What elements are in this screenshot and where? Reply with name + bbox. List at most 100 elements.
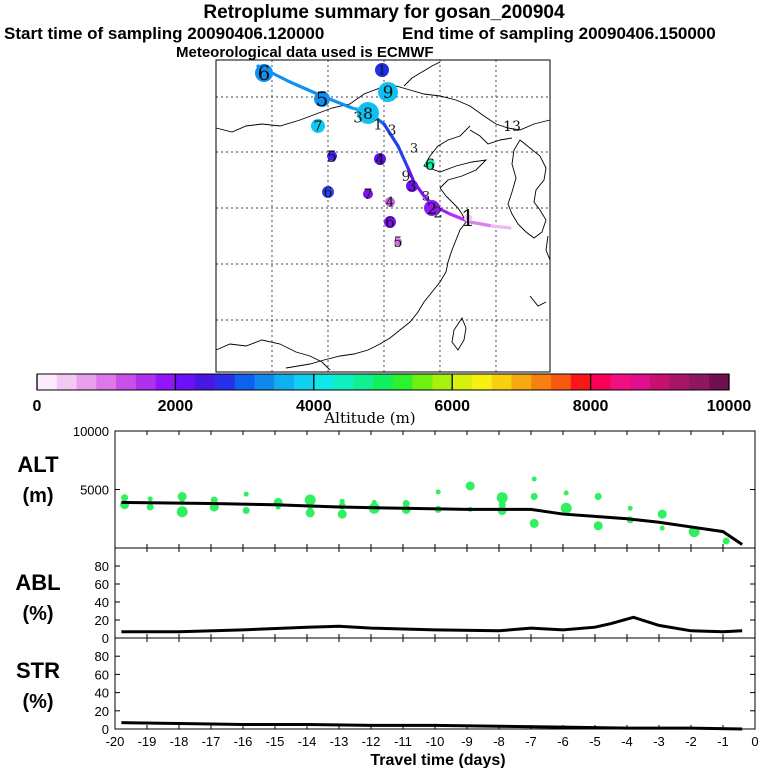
plume-marker-dot: [406, 180, 418, 192]
x-tick-label: 0: [751, 734, 758, 749]
plume-marker-dot: [378, 82, 398, 102]
plume-marker-dot: [384, 216, 396, 228]
x-axis-title: Travel time (days): [370, 752, 505, 768]
panel-alt: 5000 10000 ALT (m): [17, 424, 756, 549]
y-axis-label: STR: [16, 658, 60, 683]
colorbar-swatch: [570, 374, 592, 390]
plume-marker-label: 1: [378, 64, 386, 79]
map-gridlines: [216, 60, 550, 372]
altitude-point: [563, 490, 569, 496]
colorbar-title: Altitude (m): [323, 409, 415, 427]
altitude-colorbar: 0 2000 4000 6000 8000 10000 Altitude (m): [33, 373, 751, 427]
trajectory-segment: [396, 144, 410, 170]
timeseries-panels: 5000 10000 ALT (m) 0 20 40 60 80 ABL (%) 0 20 40 60 80 S…: [15, 424, 758, 768]
colorbar-swatch: [195, 374, 216, 390]
x-tick-label: -20: [106, 734, 125, 749]
altitude-point: [594, 493, 602, 501]
y-axis-label: ALT: [17, 452, 59, 477]
colorbar-tick-label: 0: [33, 398, 42, 415]
colorbar-swatch: [669, 374, 690, 390]
colorbar-swatch: [294, 374, 315, 390]
x-tick-label: -15: [266, 734, 285, 749]
x-tick-label: -5: [589, 734, 601, 749]
colorbar-swatch: [709, 374, 730, 390]
plume-marker-dot: [464, 214, 472, 222]
colorbar-swatch: [610, 374, 631, 390]
colorbar-swatch: [214, 374, 236, 390]
y-tick-label: 80: [95, 559, 109, 574]
altitude-point: [627, 505, 633, 511]
colorbar-swatch: [452, 374, 473, 390]
y-tick-label: 60: [95, 577, 109, 592]
altitude-point: [121, 494, 129, 502]
plume-marker-label: 5: [327, 147, 337, 166]
plume-marker-label: 3: [388, 123, 397, 139]
panel-str: 0 20 40 60 80 STR (%): [16, 637, 756, 737]
x-tick-label: -7: [525, 734, 537, 749]
y-axis-unit: (%): [22, 603, 53, 625]
y-tick-label: 5000: [80, 483, 109, 498]
x-tick-label: -2: [685, 734, 697, 749]
plume-marker-label: 1: [373, 115, 383, 133]
plume-marker-label: 4: [386, 196, 394, 211]
y-tick-label: 60: [95, 667, 109, 682]
altitude-point: [657, 509, 667, 519]
y-tick-label: 20: [95, 704, 109, 719]
colorbar-swatch: [412, 374, 433, 390]
trajectory-segment: [406, 166, 416, 184]
altitude-point: [531, 476, 537, 482]
x-tick-label: -18: [170, 734, 189, 749]
plume-marker-label: 7: [314, 119, 323, 135]
altitude-point: [659, 525, 665, 531]
altitude-point: [529, 518, 539, 528]
trajectory-segment: [382, 122, 400, 148]
plume-marker-label: 8: [363, 104, 373, 123]
colorbar-swatch: [649, 374, 671, 390]
y-tick-label: 10000: [73, 424, 109, 439]
plume-marker-dot: [385, 197, 395, 207]
colorbar-swatch: [96, 374, 117, 390]
x-tick-label: -11: [394, 734, 412, 749]
x-tick-label: -16: [234, 734, 253, 749]
plume-marker-label: 3: [410, 142, 418, 157]
plume-marker-label: 2: [427, 199, 437, 218]
altitude-point: [243, 491, 249, 497]
plume-marker-dot: [394, 238, 402, 246]
colorbar-swatch: [590, 374, 611, 390]
altitude-point: [146, 503, 154, 511]
x-tick-label: -19: [138, 734, 157, 749]
plume-marker-label: 3: [422, 190, 430, 205]
y-tick-label: 40: [95, 686, 109, 701]
x-tick-label: -10: [426, 734, 445, 749]
altitude-point: [560, 502, 572, 514]
x-tick-label: -6: [557, 734, 569, 749]
plume-marker-dot: [255, 64, 273, 82]
altitude-point: [147, 496, 153, 502]
plume-marker-dot: [357, 102, 379, 124]
altitude-point: [435, 489, 441, 495]
plume-marker-label: 6: [425, 155, 435, 174]
colorbar-tick-label: 2000: [158, 398, 194, 415]
map-frame: [215, 59, 551, 373]
x-tick-label: -13: [330, 734, 349, 749]
plume-marker-label: 3: [408, 179, 417, 195]
plume-marker-label: 4: [375, 150, 385, 168]
plume-marker-label: 3: [353, 108, 363, 126]
x-tick-label: -1: [717, 734, 729, 749]
plume-marker-dot: [374, 153, 386, 165]
colorbar-swatch: [630, 374, 651, 390]
colorbar-swatch: [689, 374, 710, 390]
x-tick-label: -3: [653, 734, 665, 749]
altitude-point: [242, 507, 250, 515]
x-tick-label: -8: [493, 734, 505, 749]
x-tick-label: -12: [362, 734, 381, 749]
plume-marker-dot: [425, 159, 435, 169]
plume-marker-dot: [375, 63, 389, 77]
plume-marker-label: 5: [316, 87, 329, 111]
y-tick-label: 20: [95, 613, 109, 628]
altitude-point: [722, 537, 730, 545]
altitude-point: [210, 496, 218, 504]
colorbar-swatch: [531, 374, 552, 390]
colorbar-swatch: [234, 374, 255, 390]
